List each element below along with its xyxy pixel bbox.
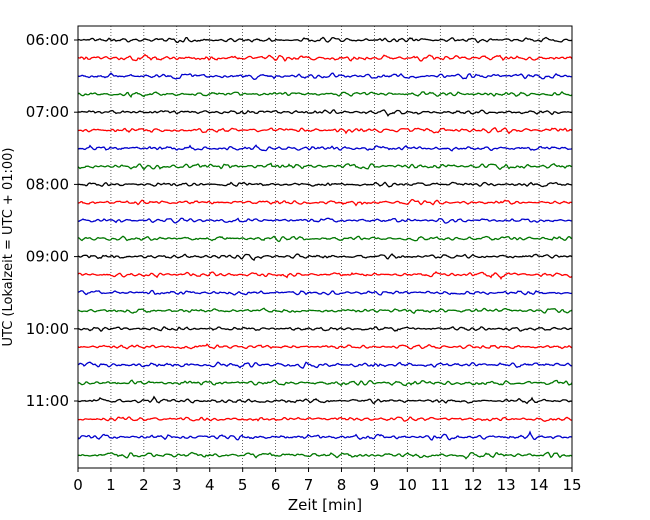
- trace-line-09:15: [77, 270, 573, 280]
- y-tick-label: 08:00: [26, 175, 69, 193]
- x-axis-title: Zeit [min]: [288, 496, 362, 514]
- trace-line-08:15: [77, 198, 573, 207]
- trace-line-06:30: [77, 72, 573, 80]
- trace-line-11:45: [77, 451, 573, 460]
- trace-line-09:45: [77, 307, 573, 315]
- trace-line-10:30: [77, 361, 573, 369]
- trace-line-08:30: [77, 217, 573, 224]
- x-tick-label: 2: [139, 476, 149, 494]
- x-tick-label: 11: [431, 476, 450, 494]
- x-tick-label: 5: [238, 476, 248, 494]
- x-tick-label: 7: [304, 476, 314, 494]
- y-axis-ticks: 06:00 07:00 08:00 09:00 10:00 11:00: [26, 31, 78, 410]
- x-tick-label: 15: [562, 476, 581, 494]
- x-tick-label: 1: [106, 476, 116, 494]
- x-tick-label: 12: [464, 476, 483, 494]
- trace-line-10:45: [77, 379, 573, 387]
- trace-line-07:15: [78, 126, 573, 135]
- trace-line-10:15: [77, 343, 573, 350]
- x-tick-label: 13: [497, 476, 516, 494]
- trace-line-06:15: [77, 53, 573, 62]
- trace-line-08:00: [77, 181, 573, 188]
- trace-line-11:00: [77, 395, 573, 405]
- trace-line-06:45: [77, 91, 573, 98]
- x-tick-label: 14: [530, 476, 549, 494]
- trace-line-09:00: [77, 253, 573, 262]
- plot-frame: [77, 25, 573, 469]
- x-tick-label: 8: [337, 476, 347, 494]
- trace-line-10:00: [77, 325, 573, 333]
- trace-lines: [77, 36, 573, 460]
- y-tick-label: 10:00: [26, 320, 69, 338]
- trace-line-08:45: [77, 235, 573, 243]
- trace-line-09:30: [77, 289, 573, 296]
- y-tick-label: 11:00: [26, 392, 69, 410]
- trace-line-07:30: [77, 144, 573, 152]
- x-axis-ticks: 0 1 2 3 4 5 6 7 8 9 10 11 12 13 14 15: [73, 468, 582, 494]
- trace-line-07:45: [77, 162, 573, 171]
- x-tick-label: 0: [73, 476, 83, 494]
- trace-line-06:00: [77, 36, 573, 44]
- trace-line-07:00: [77, 109, 573, 117]
- x-tick-label: 10: [398, 476, 417, 494]
- y-tick-label: 09:00: [26, 248, 69, 266]
- trace-line-11:15: [77, 416, 573, 423]
- x-tick-label: 4: [205, 476, 215, 494]
- x-tick-label: 9: [370, 476, 380, 494]
- y-tick-label: 06:00: [26, 31, 69, 49]
- y-axis-title: UTC (Lokalzeit = UTC + 01:00): [1, 148, 16, 347]
- x-tick-label: 3: [172, 476, 182, 494]
- y-tick-label: 07:00: [26, 103, 69, 121]
- trace-line-11:30: [77, 430, 573, 441]
- x-tick-label: 6: [271, 476, 281, 494]
